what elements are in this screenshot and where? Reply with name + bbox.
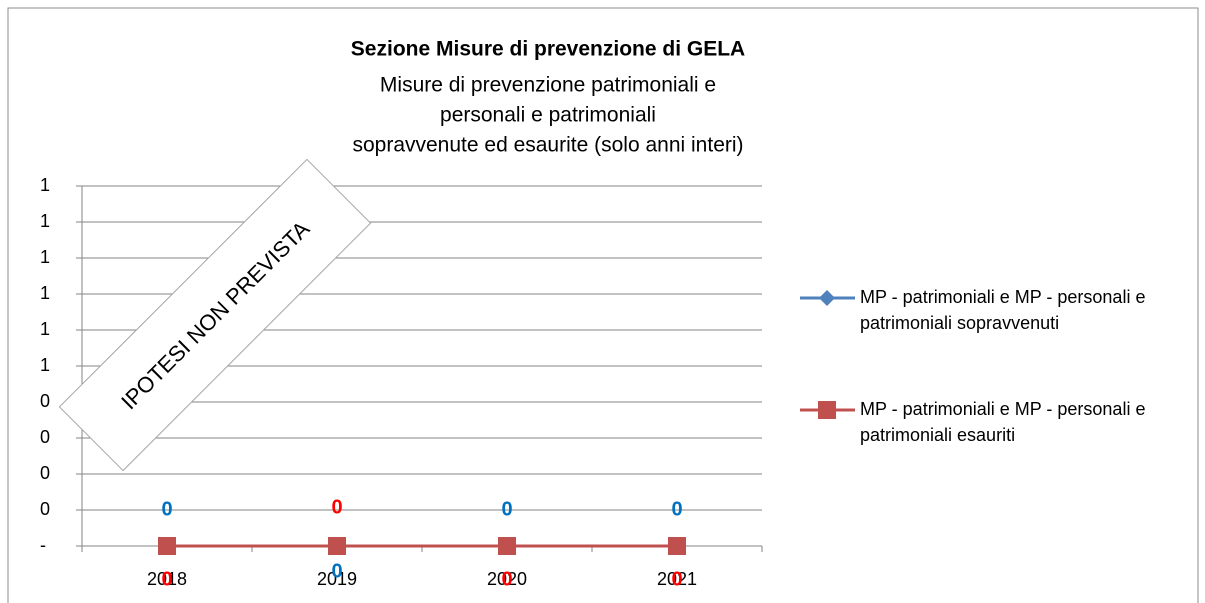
y-tick-label: 0 (40, 499, 50, 519)
series-marker (498, 537, 516, 555)
data-label: 0 (671, 568, 682, 590)
y-tick-label: 0 (40, 427, 50, 447)
data-label: 0 (501, 498, 512, 520)
series-marker (158, 537, 176, 555)
data-label: 0 (331, 496, 342, 518)
series-marker (328, 537, 346, 555)
legend-marker (819, 290, 835, 306)
y-tick-label: 1 (40, 175, 50, 195)
y-tick-label: 0 (40, 391, 50, 411)
y-tick-label: 1 (40, 319, 50, 339)
series-marker (668, 537, 686, 555)
x-tick-label: 2020 (487, 569, 527, 589)
data-label: 0 (501, 568, 512, 590)
y-tick-label: 1 (40, 211, 50, 231)
chart-subtitle: personali e patrimoniali (440, 104, 656, 127)
y-tick-label: - (40, 535, 46, 555)
chart-subtitle: sopravvenute ed esaurite (solo anni inte… (352, 134, 743, 157)
data-label: 0 (161, 568, 172, 590)
y-tick-label: 1 (40, 283, 50, 303)
annotation-box (58, 158, 372, 472)
x-tick-label: 2021 (657, 569, 697, 589)
x-tick-label: 2018 (147, 569, 187, 589)
chart-title: Sezione Misure di prevenzione di GELA (351, 38, 745, 61)
y-tick-label: 1 (40, 247, 50, 267)
data-label: 0 (671, 498, 682, 520)
data-label: 0 (161, 498, 172, 520)
legend-label: MP - patrimoniali e MP - personali e pat… (860, 287, 1146, 333)
y-tick-label: 1 (40, 355, 50, 375)
legend-marker (818, 401, 836, 419)
chart-subtitle: Misure di prevenzione patrimoniali e (380, 74, 716, 97)
x-tick-label: 2019 (317, 569, 357, 589)
y-tick-label: 0 (40, 463, 50, 483)
data-label: 0 (331, 560, 342, 582)
legend-label: MP - patrimoniali e MP - personali e pat… (860, 399, 1146, 445)
